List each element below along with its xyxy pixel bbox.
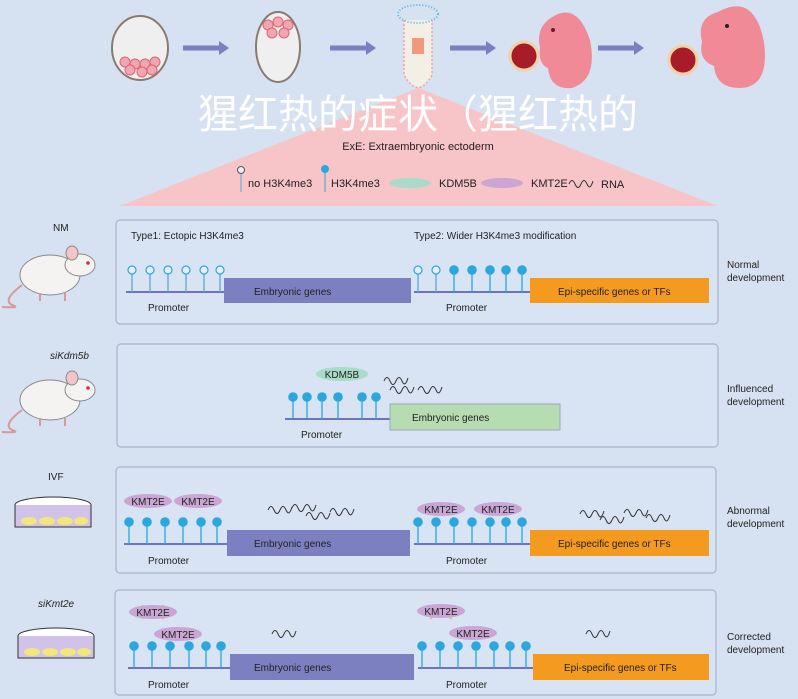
legend-h3k4me3: H3K4me3 — [331, 178, 380, 190]
promoter-label: Promoter — [148, 680, 190, 691]
embryonic-genes-bar — [230, 654, 414, 680]
condition-label: IVF — [48, 472, 64, 483]
row-ivf: IVF KMT2E KMT2E KMT2E KMT2E Embryonic ge… — [14, 466, 784, 574]
kmt2e-label: KMT2E — [456, 629, 490, 640]
row-nm: NM Type1: Ectopic H3K4me3 Type2: Wider H… — [1, 219, 784, 325]
condition-label: siKmt2e — [38, 599, 75, 610]
row-sikdm5b: siKdm5b KDM5B Embryonic genes Promoter I… — [1, 343, 784, 448]
developmental-stages — [111, 4, 765, 89]
promoter-label: Promoter — [148, 556, 190, 567]
legend-no-h3k4me3: no H3K4me3 — [248, 178, 312, 190]
kmt2e-label: KMT2E — [424, 607, 458, 618]
arrow-icon — [598, 41, 644, 55]
arrow-icon — [330, 41, 376, 55]
gene-label: Embryonic genes — [254, 539, 331, 550]
outcome-label: development — [727, 397, 784, 408]
watermark: 猩红热的症状（猩红热的 — [198, 92, 638, 138]
embryo-late-icon — [667, 6, 765, 89]
no-h3k4me3-icon — [237, 166, 245, 192]
gene-label: Embryonic genes — [412, 413, 489, 424]
exe-legend: ExE: Extraembryonic ectoderm no H3K4me3 … — [120, 88, 718, 206]
outcome-label: Influenced — [727, 384, 773, 395]
promoter-label: Promoter — [301, 430, 343, 441]
type2-label: Type2: Wider H3K4me3 modification — [414, 231, 576, 242]
embryo-e-icon — [508, 12, 592, 89]
kmt2e-label: KMT2E — [181, 497, 215, 508]
kmt2e-label: KMT2E — [161, 630, 195, 641]
kmt2e-label: KMT2E — [481, 505, 515, 516]
legend-rna: RNA — [601, 179, 625, 191]
kmt2e-icon — [481, 178, 523, 188]
outcome-label: Abnormal — [727, 506, 770, 517]
type1-label: Type1: Ectopic H3K4me3 — [131, 231, 244, 242]
kdm5b-icon — [389, 178, 431, 188]
legend-title: ExE: Extraembryonic ectoderm — [342, 141, 494, 153]
embryonic-genes-bar — [224, 278, 411, 303]
promoter-label: Promoter — [148, 303, 190, 314]
promoter-label: Promoter — [446, 556, 488, 567]
h3k4me3-icon — [321, 165, 329, 192]
outcome-label: Normal — [727, 260, 759, 271]
promoter-label: Promoter — [446, 303, 488, 314]
kmt2e-label: KMT2E — [136, 608, 170, 619]
petri-dish-icon — [14, 496, 92, 528]
legend-kdm5b: KDM5B — [439, 178, 477, 190]
gene-label: Embryonic genes — [254, 663, 331, 674]
panel — [116, 343, 719, 448]
outcome-label: Corrected — [727, 632, 771, 643]
condition-label: NM — [53, 223, 69, 234]
legend-kmt2e: KMT2E — [531, 178, 568, 190]
outcome-label: development — [727, 273, 784, 284]
kmt2e-label: KMT2E — [131, 497, 165, 508]
blastocyst-early-icon — [111, 15, 169, 81]
epi-genes-bar — [533, 654, 709, 680]
petri-dish-icon — [17, 627, 95, 659]
kdm5b-ellipse — [316, 367, 368, 381]
gene-label: Embryonic genes — [254, 287, 331, 298]
embryonic-genes-bar — [389, 403, 561, 431]
exe-triangle — [120, 88, 718, 206]
epi-genes-bar — [530, 278, 709, 303]
arrow-icon — [183, 41, 229, 55]
blastocyst-late-icon — [255, 11, 301, 83]
row-sikmt2e: siKmt2e KMT2E KMT2E KMT2E KMT2E Embryoni… — [17, 589, 784, 696]
embryonic-genes-bar — [227, 530, 410, 556]
gene-label: Epi-specific genes or TFs — [558, 287, 671, 298]
kmt2e-marks — [124, 494, 522, 516]
epi-genes-bar — [530, 530, 709, 556]
gene-label: Epi-specific genes or TFs — [564, 663, 677, 674]
outcome-label: development — [727, 519, 784, 530]
outcome-label: development — [727, 645, 784, 656]
mouse-icon — [1, 370, 96, 434]
arrow-icon — [450, 41, 496, 55]
kmt2e-knockdown-marks — [129, 604, 497, 641]
egg-cylinder-icon — [397, 4, 439, 89]
condition-label: siKdm5b — [50, 351, 89, 362]
promoter-label: Promoter — [446, 680, 488, 691]
gene-label: Epi-specific genes or TFs — [558, 539, 671, 550]
kmt2e-label: KMT2E — [424, 505, 458, 516]
mouse-icon — [1, 245, 96, 309]
kdm5b-label: KDM5B — [325, 370, 360, 381]
